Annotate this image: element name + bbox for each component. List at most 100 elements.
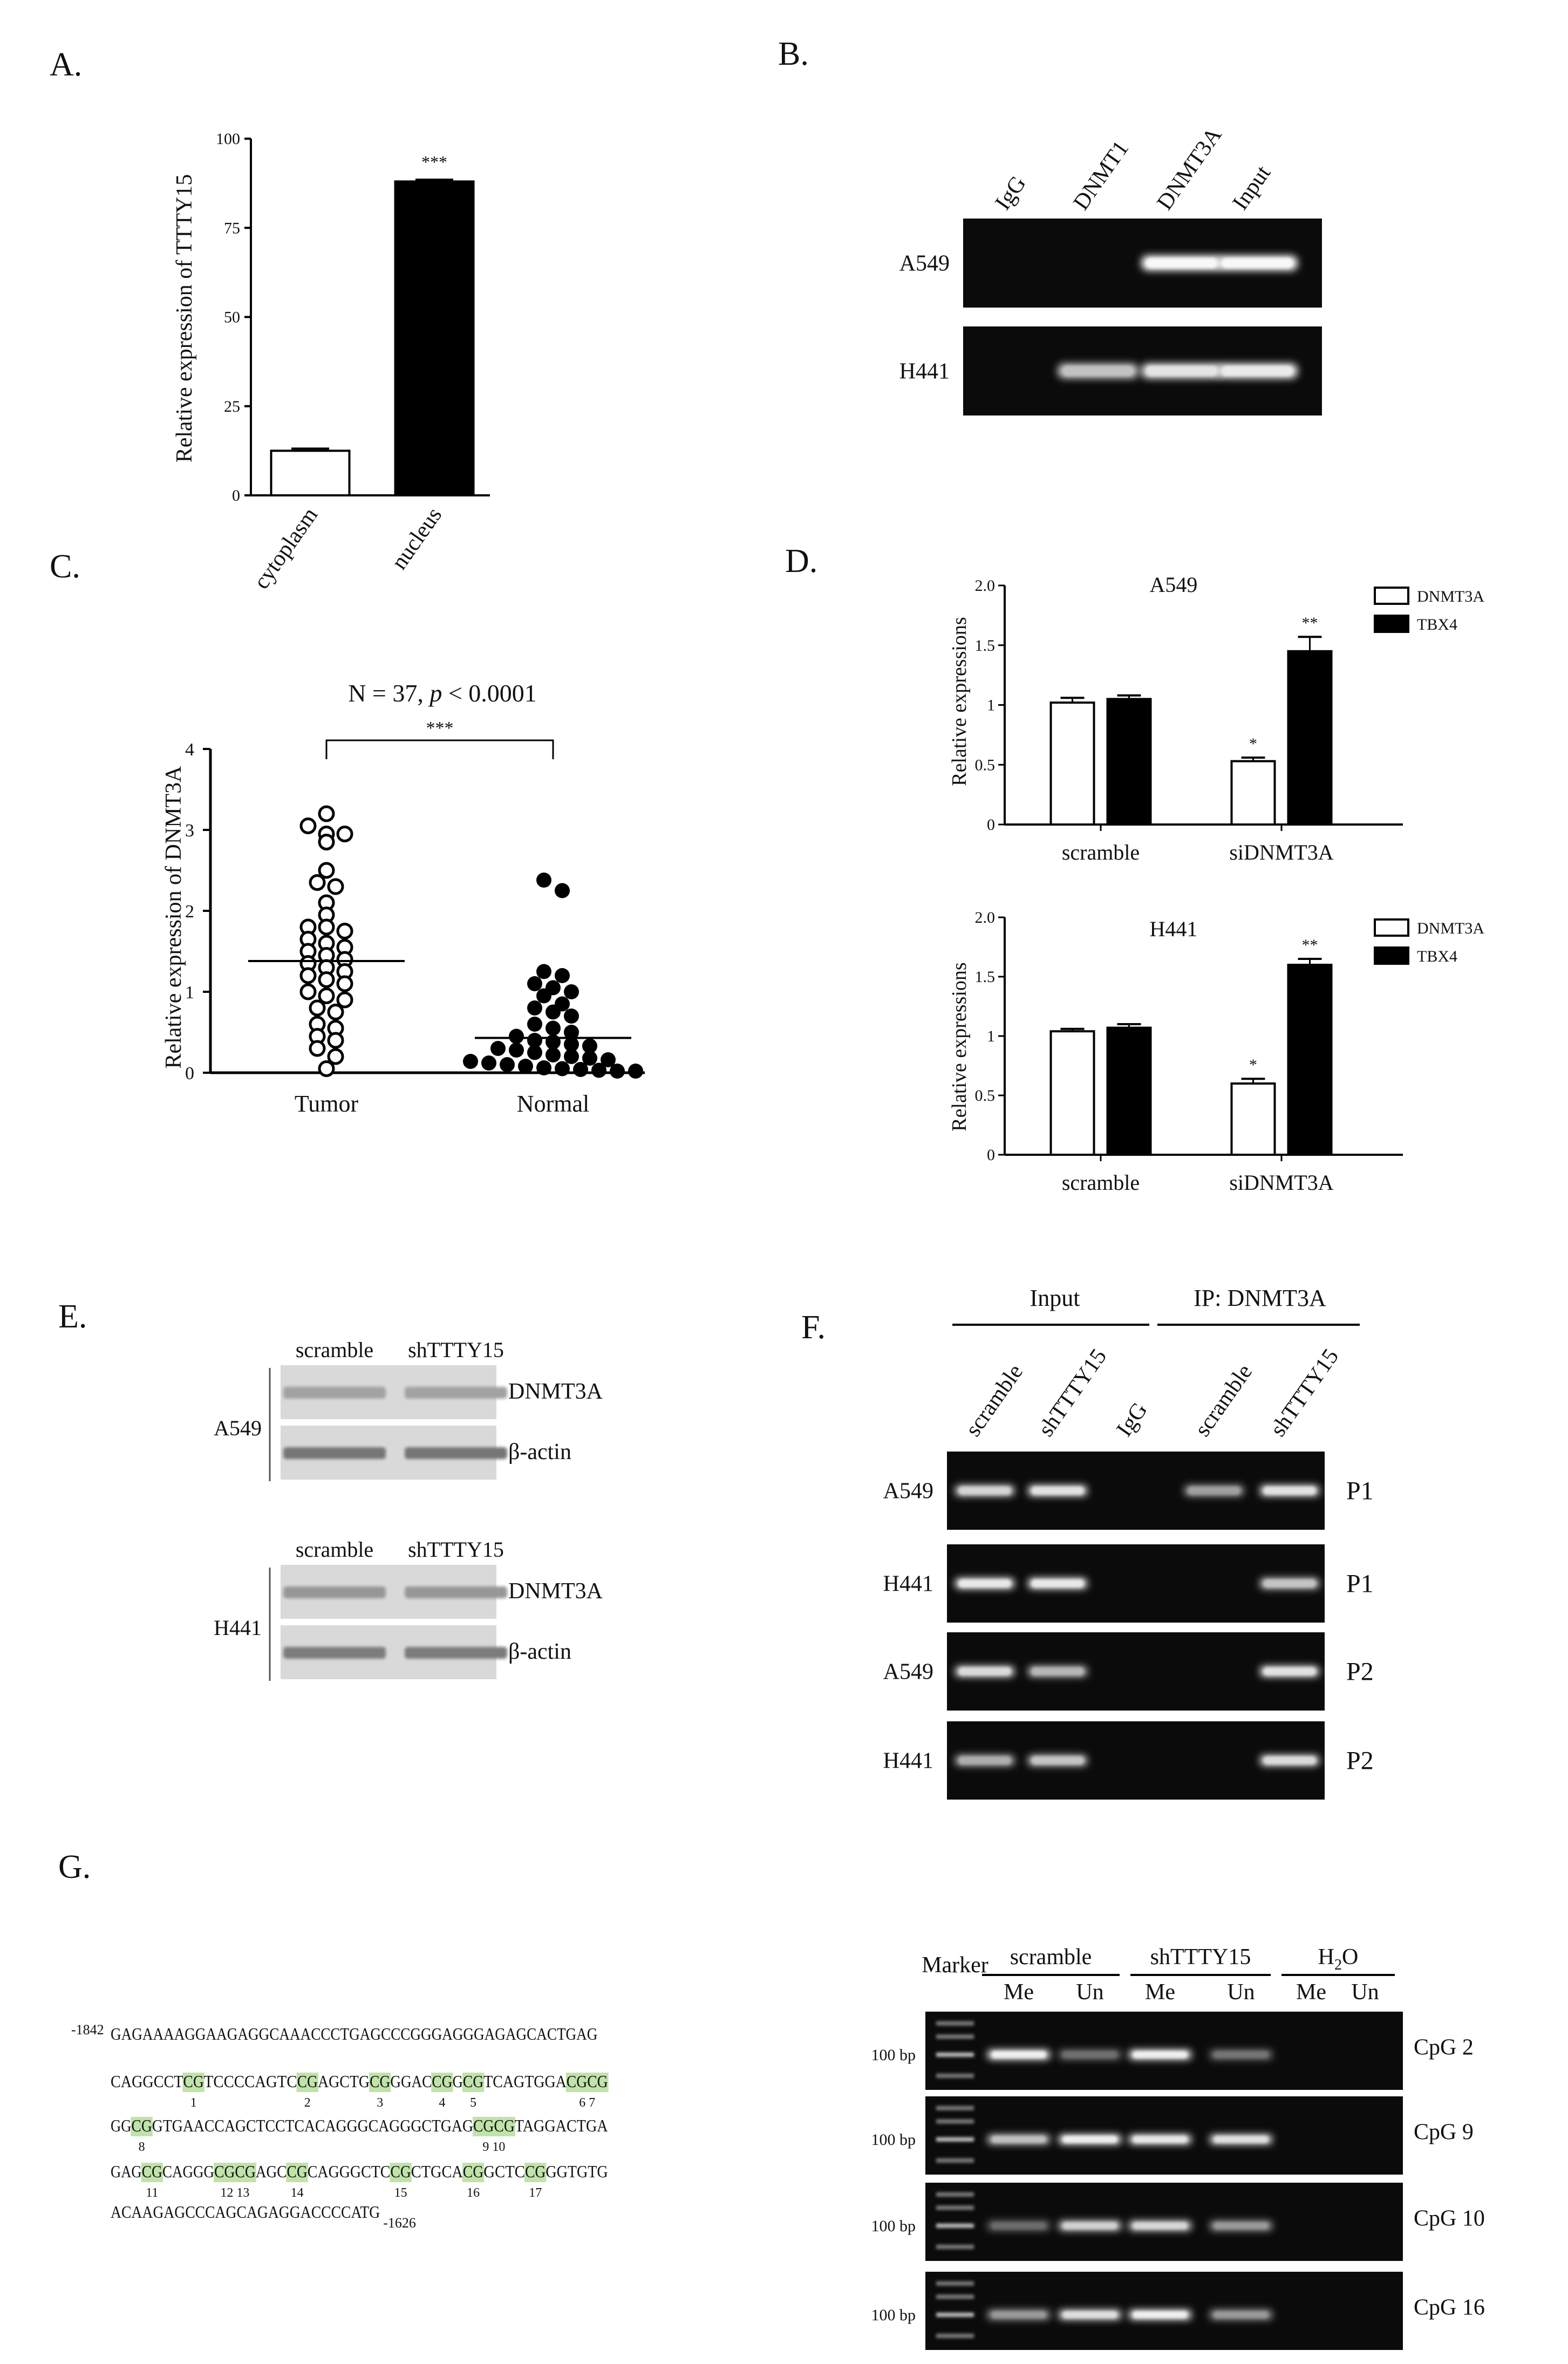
panel-c-point-normal — [527, 1017, 542, 1032]
panel-f-lane-label: shTTTY15 — [1034, 1344, 1112, 1441]
panel-c-point-normal — [536, 1060, 551, 1075]
panel-g-cpg-highlight — [182, 2073, 204, 2092]
panel-c-point-tumor — [336, 975, 353, 992]
panel-a-bar-chart: Relative expression of TTTY15 0 25 50 75 100… — [172, 130, 490, 594]
panel-f-cell-label: A549 — [883, 1660, 933, 1685]
panel-g-marker-band — [936, 2034, 974, 2039]
panel-e-lane-label: shTTTY15 — [408, 1537, 504, 1562]
panel-c-point-normal — [536, 964, 551, 979]
panel-c-point-normal — [601, 1052, 616, 1067]
panel-c-point-normal — [536, 988, 551, 1004]
panel-c-point-normal — [527, 1045, 542, 1060]
panel-d-legend-label: DNMT3A — [1417, 588, 1484, 605]
panel-c-point-tumor — [318, 834, 335, 850]
panel-b-row-label: H441 — [899, 359, 950, 384]
panel-e-band — [405, 1447, 507, 1459]
panel-c-point-normal — [518, 1059, 533, 1074]
panel-f-band-core — [959, 1667, 1011, 1675]
panel-c-point-normal — [610, 1064, 625, 1079]
panel-c-point-normal — [555, 883, 570, 898]
panel-g-marker-band — [936, 2333, 974, 2338]
panel-b-band-core — [1147, 366, 1217, 376]
panel-d-ytick: 1.5 — [975, 637, 996, 655]
panel-g-cpg-number: 5 — [470, 2096, 476, 2110]
panel-g-band-core — [1133, 2051, 1187, 2058]
panel-f-lane-label: scramble — [961, 1360, 1028, 1441]
panel-c-title: N = 37, p < 0.0001 — [348, 679, 537, 707]
panel-e-lane-label: scramble — [296, 1338, 373, 1362]
panel-b-band-core — [1063, 366, 1133, 376]
panel-letter-b: B. — [778, 36, 809, 72]
panel-e-lane-label: shTTTY15 — [408, 1338, 504, 1362]
panel-g-marker-band — [936, 2312, 974, 2317]
panel-g-marker-band — [936, 2192, 974, 2197]
panel-f-band-core — [959, 1487, 1011, 1495]
panel-f-cell-label: A549 — [883, 1479, 933, 1504]
panel-d-ytick: 2.0 — [975, 909, 996, 926]
panel-c-point-normal — [500, 1057, 515, 1072]
panel-g-cpg-highlight — [286, 2163, 308, 2182]
panel-g-marker-band — [936, 2052, 974, 2057]
panel-d-ytick: 0.5 — [975, 1087, 996, 1105]
panel-d-legend-swatch — [1374, 946, 1409, 965]
panel-f-input-label: Input — [1030, 1285, 1080, 1311]
panel-g-cpg-number: 11 — [146, 2186, 158, 2200]
panel-a-ylabel: Relative expression of TTTY15 — [172, 174, 197, 463]
panel-c-ytick: 1 — [185, 983, 194, 1003]
panel-g-size-label: 100 bp — [871, 2131, 916, 2149]
panel-g-cpg-highlight — [431, 2073, 453, 2092]
panel-f-band-core — [1188, 1487, 1240, 1495]
panel-g-cpg-number: 16 — [467, 2186, 480, 2200]
panel-d-ytick: 0 — [987, 1146, 995, 1164]
panel-e-band — [283, 1586, 386, 1598]
panel-g-sequence-line: GAGAAAAGGAAGAGGCAAACCCTGAGCCCGGGAGGGAGAG… — [111, 2024, 597, 2043]
panel-c-point-normal — [490, 1041, 506, 1056]
panel-f-band-core — [1264, 1579, 1315, 1588]
panel-d-top-ylabel: Relative expressions — [948, 617, 971, 786]
panel-c-point-tumor — [299, 817, 317, 834]
panel-c-point-tumor — [318, 918, 335, 936]
panel-letter-a: A. — [50, 46, 82, 83]
panel-e-band — [405, 1586, 507, 1598]
panel-g-cpg-number: 12 13 — [220, 2186, 249, 2200]
panel-g-cpg-number: 1 — [190, 2096, 197, 2110]
panel-c-point-normal — [546, 1004, 561, 1020]
panel-letter-g: G. — [58, 1849, 91, 1885]
panel-f-band-core — [1264, 1756, 1315, 1765]
panel-e-band — [405, 1387, 507, 1399]
panel-c-point-normal — [536, 873, 551, 888]
panel-g-group-label: shTTTY15 — [1150, 1945, 1251, 1970]
panel-g-band-core — [992, 2136, 1046, 2143]
panel-c-point-normal — [463, 1054, 478, 1069]
panel-c-point-normal — [527, 1033, 542, 1048]
panel-g-start-coordinate: -1842 — [71, 2022, 104, 2038]
panel-g-marker-band — [936, 2106, 974, 2110]
panel-g-cpg-number: 9 10 — [482, 2140, 505, 2154]
panel-c-ytick: 0 — [185, 1064, 194, 1084]
panel-g-marker-band — [936, 2119, 974, 2124]
panel-d-top-title: A549 — [1150, 573, 1198, 597]
panel-g-sequence-line: ACAAGAGCCCAGCAGAGGACCCCATG — [111, 2202, 380, 2222]
panel-d-legend-swatch — [1374, 918, 1409, 937]
panel-f-primer-label: P2 — [1346, 1658, 1374, 1686]
panel-c-ytick: 4 — [185, 740, 194, 760]
panel-a-ytick: 25 — [224, 398, 240, 415]
panel-b-lane-label: DNMT1 — [1069, 137, 1134, 215]
panel-g-band-core — [1214, 2051, 1268, 2058]
panel-b-band-core — [1222, 366, 1292, 376]
panel-g-band-core — [992, 2311, 1046, 2318]
panel-g-cpg-number: 6 7 — [579, 2096, 595, 2110]
panel-d-ytick: 0 — [987, 816, 995, 834]
panel-d-ytick: 1.5 — [975, 968, 996, 986]
panel-c-point-tumor — [318, 862, 335, 879]
panel-f-band-core — [1264, 1487, 1315, 1495]
panel-letter-c: C. — [50, 548, 80, 585]
panel-g-h2o-label: H2O — [1318, 1945, 1359, 1973]
panel-f-cell-label: H441 — [883, 1572, 933, 1597]
panel-c-point-tumor — [299, 967, 317, 984]
panel-g-band-core — [1133, 2311, 1187, 2318]
panel-g-cpg-highlight — [473, 2117, 515, 2136]
panel-g-cpg-highlight — [214, 2163, 256, 2182]
panel-b-lane-label: DNMT3A — [1153, 122, 1227, 214]
panel-g-band-core — [1214, 2222, 1268, 2229]
